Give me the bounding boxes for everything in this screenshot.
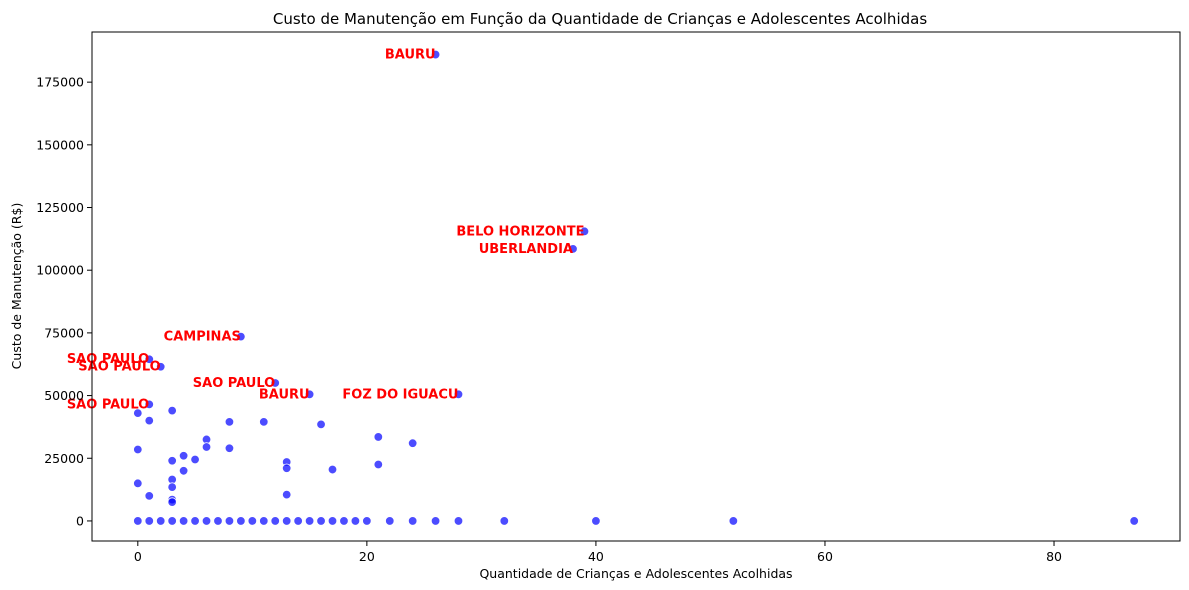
data-point [591,516,601,526]
data-point [499,516,509,526]
data-point [579,226,590,237]
y-tick-label: 100000 [36,263,84,278]
x-axis-label: Quantidade de Crianças e Adolescentes Ac… [479,566,792,581]
data-point [167,516,177,526]
data-point [144,516,154,526]
point-annotation: SAO PAULO [78,360,160,375]
data-point [350,516,361,526]
data-point [178,466,189,476]
data-point [144,491,154,501]
chart-title: Custo de Manutenção em Função da Quantid… [273,10,927,28]
x-tick-label: 0 [134,549,142,564]
point-annotation: CAMPINAS [164,330,241,345]
y-tick-label: 150000 [36,137,84,152]
data-point [270,516,280,526]
data-point [453,516,464,526]
data-point [133,516,143,526]
y-tick-label: 125000 [36,200,84,215]
data-point [728,516,739,526]
data-point [167,482,177,492]
x-axis: 0 20 40 60 80 [134,541,1062,564]
data-point [236,331,246,342]
data-point [316,419,326,430]
plot-frame [91,31,1181,542]
data-point [304,516,315,526]
data-point [213,516,223,526]
data-point [385,516,395,526]
data-point [201,442,212,452]
y-tick-label: 25000 [44,451,84,466]
data-point [167,497,177,507]
data-point [224,516,235,526]
point-annotation: UBERLANDIA [479,242,573,257]
data-point [430,49,441,60]
data-point [144,354,154,364]
y-axis-label: Custo de Manutenção (R$) [9,203,24,370]
data-point [327,516,338,526]
data-point [1129,516,1139,526]
data-point [236,516,246,526]
y-tick-label: 0 [76,513,84,528]
plot-area: BAURU BELO HORIZONTE UBERLANDIA CAMPINAS SAO… [67,48,1139,526]
data-point [293,516,303,526]
data-point [224,443,235,453]
data-point [281,489,292,500]
point-annotation: BAURU [259,387,310,402]
y-tick-label: 50000 [44,388,84,403]
y-tick-label: 175000 [36,75,84,90]
data-point [407,516,418,526]
data-point [144,399,154,410]
data-point [270,378,280,388]
point-annotation: SAO PAULO [67,352,149,367]
data-point [144,415,154,426]
data-point [224,417,235,427]
data-point [167,405,177,416]
data-point [190,516,200,526]
data-point [133,408,143,418]
data-point [568,244,578,254]
data-point [327,464,338,475]
data-point [133,478,143,489]
data-point [156,516,166,526]
data-point [281,463,292,473]
y-axis: 0 25000 50000 75000 100000 125000 150000 175000 [36,75,92,528]
point-annotation: SAO PAULO [193,376,275,391]
x-tick-label: 60 [817,549,833,564]
data-point [407,438,418,448]
point-annotation: SAO PAULO [67,397,149,412]
data-point [316,516,326,526]
data-point [339,516,349,526]
x-tick-label: 80 [1046,549,1062,564]
data-point [281,516,292,526]
data-point [178,516,189,526]
x-tick-label: 20 [359,549,375,564]
data-point [190,454,200,465]
data-point [259,516,269,526]
data-point [247,516,258,526]
data-point [373,459,384,470]
point-annotation: BAURU [385,48,436,63]
point-annotation: BELO HORIZONTE [456,224,584,239]
data-point [178,451,189,461]
data-point [259,417,269,427]
data-point [201,516,212,526]
point-annotation: FOZ DO IGUACU [342,387,458,402]
data-point [304,389,315,400]
data-point [156,362,166,372]
data-point [167,456,177,466]
data-point [133,444,143,455]
data-point [362,516,372,526]
y-tick-label: 75000 [44,325,84,340]
x-tick-label: 40 [588,549,604,564]
data-point [430,516,441,526]
data-point [373,432,384,442]
data-point [453,389,464,400]
